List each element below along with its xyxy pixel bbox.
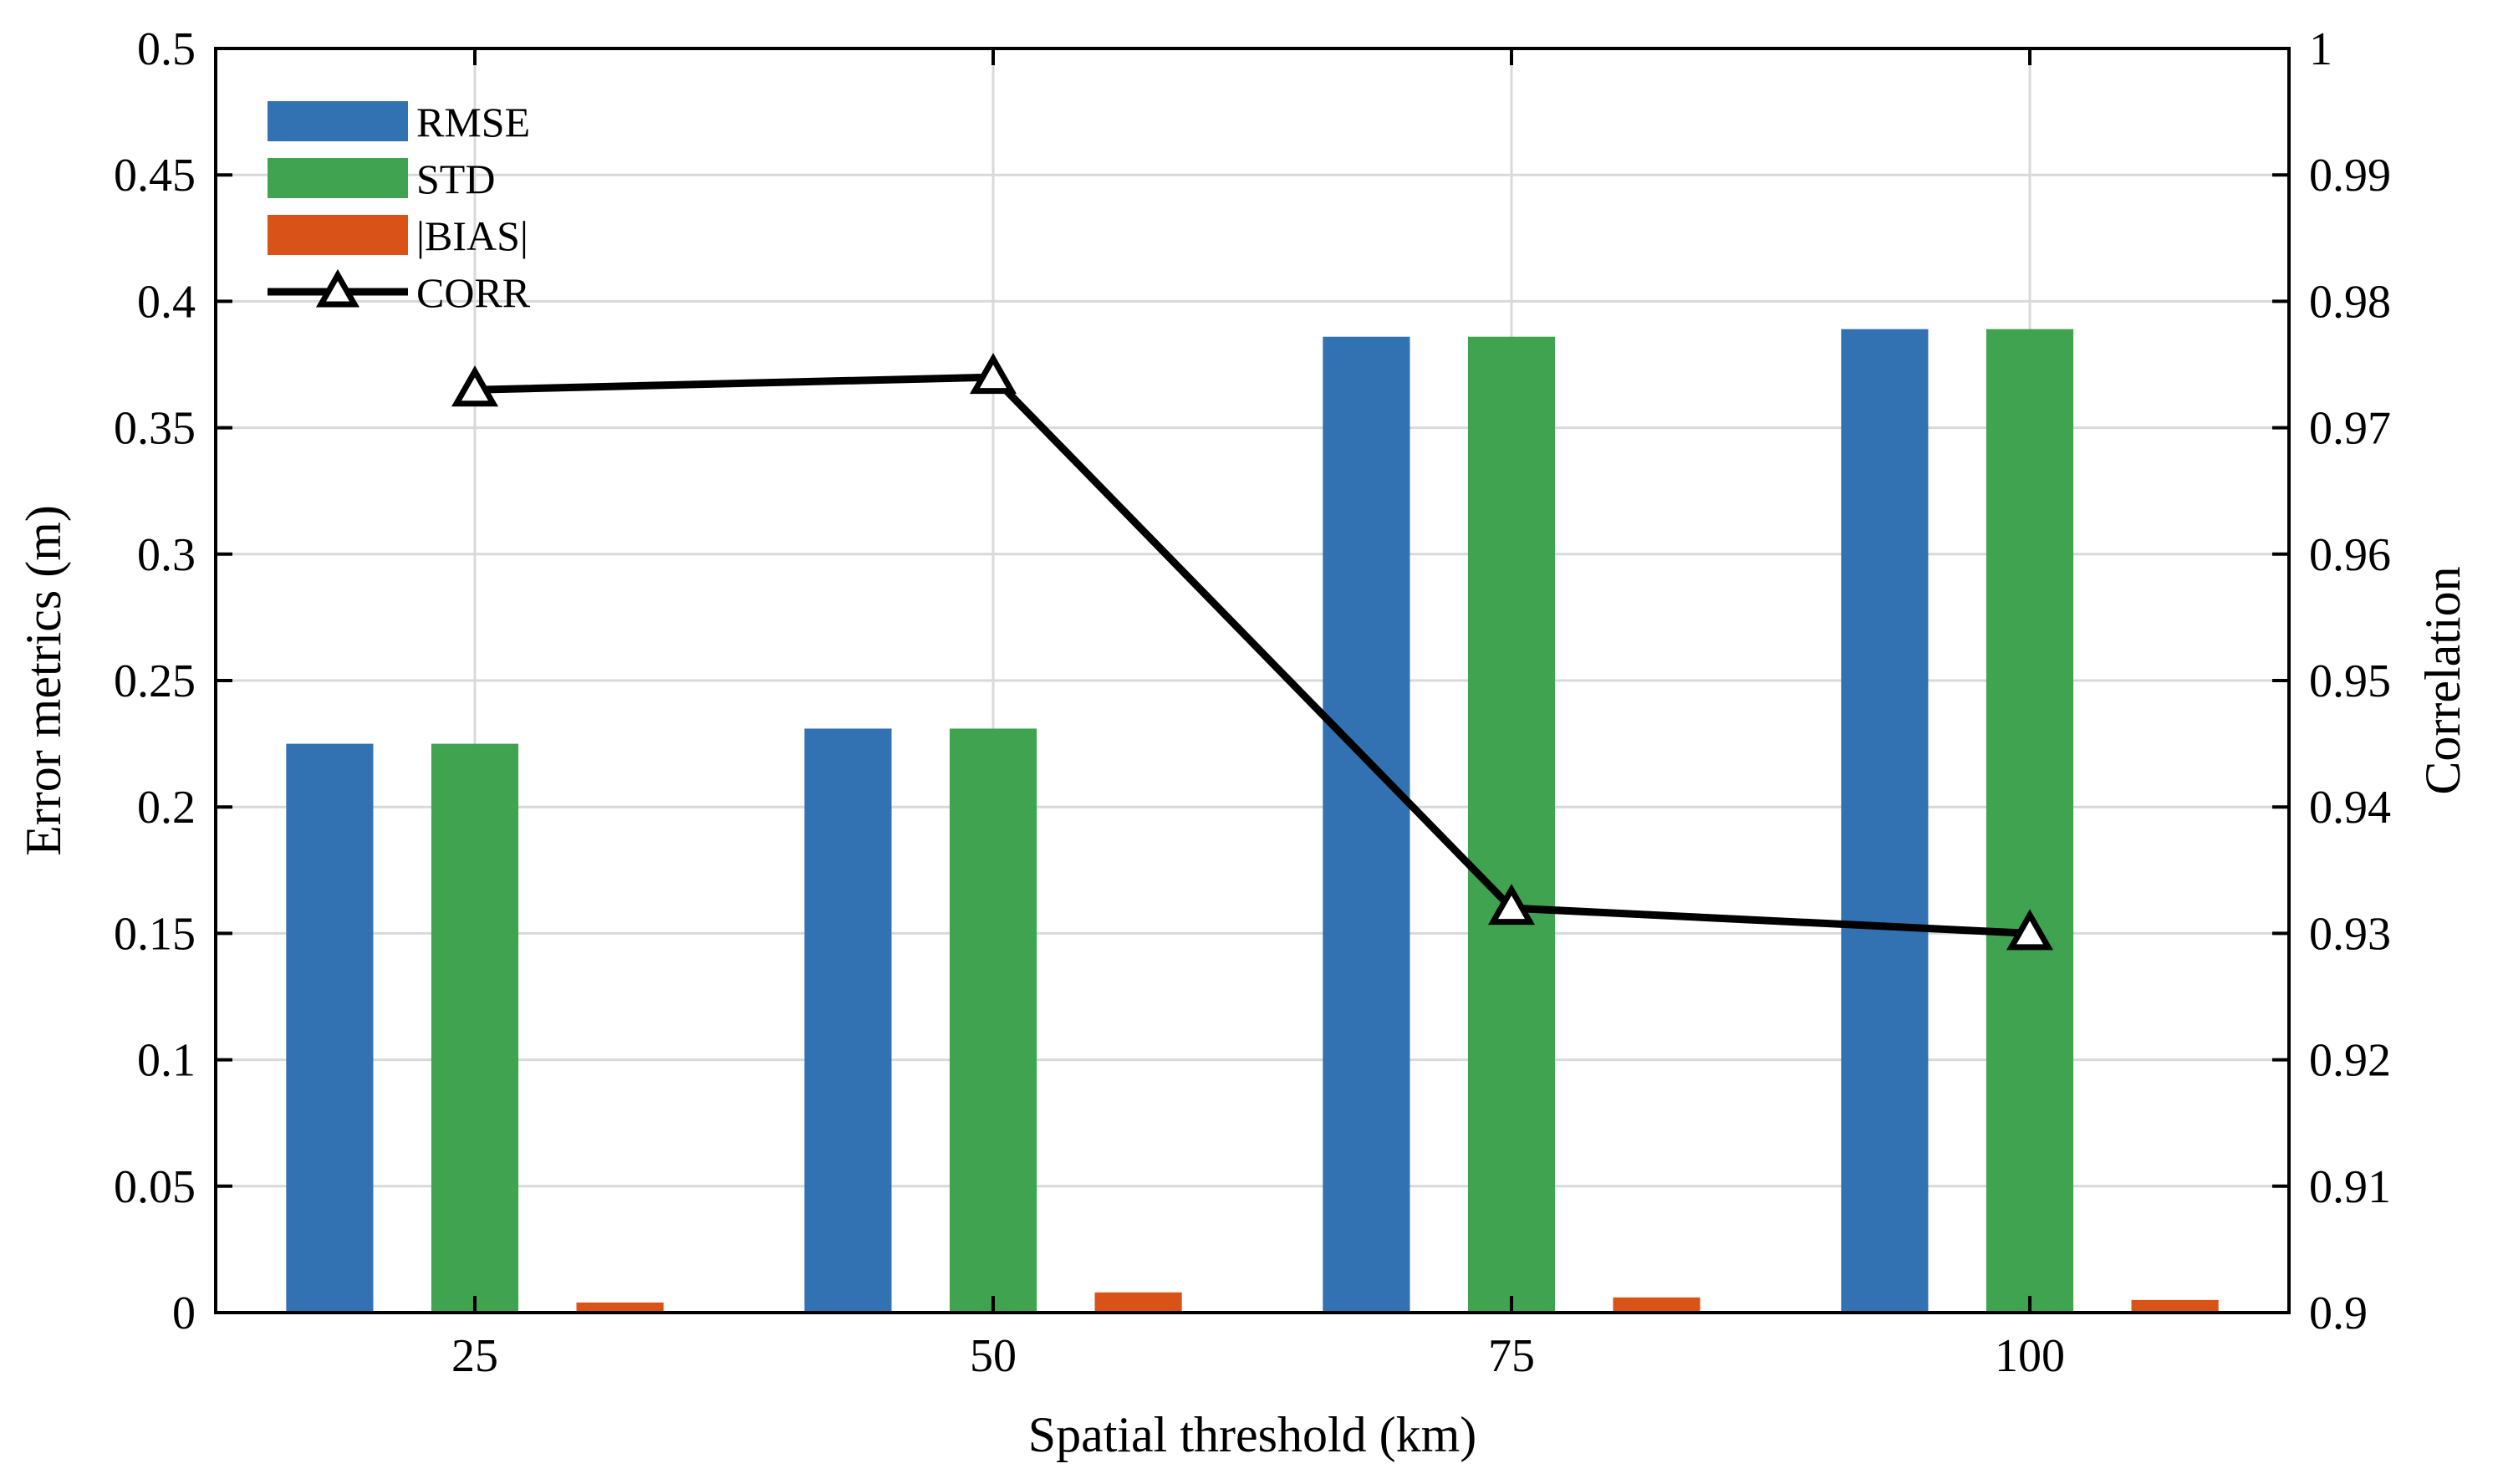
y2-axis-title: Correlation [2415, 566, 2470, 794]
x-tick-label: 50 [970, 1330, 1017, 1382]
y-tick-label: 0.45 [114, 150, 196, 201]
bar-rmse [1323, 336, 1410, 1313]
y-tick-label: 0.1 [137, 1035, 196, 1087]
y2-tick-label: 0.97 [2309, 403, 2391, 455]
legend-item: CORR [268, 268, 531, 316]
y2-tick-label: 1 [2309, 23, 2332, 75]
legend-swatch [268, 158, 408, 198]
corr-marker [969, 353, 1017, 395]
corr-marker [1487, 884, 1536, 926]
legend-item: RMSE [268, 99, 530, 145]
y2-tick-label: 0.92 [2309, 1035, 2391, 1087]
bar-layer [286, 329, 2219, 1313]
bar-std [1467, 336, 1556, 1313]
y-axis-title: Error metrics (m) [16, 505, 71, 856]
corr-line [474, 373, 2031, 937]
tick-layer: 0 0.05 0.1 0.15 0.2 0.25 0.3 0.35 0.4 0.45 0.5 0.9 0… [114, 23, 2391, 1382]
y-tick-label: 0.05 [114, 1161, 196, 1213]
y2-tick-label: 0.94 [2309, 782, 2391, 834]
legend: RMSE STD |BIAS| CORR [268, 99, 531, 316]
bar-std [1986, 329, 2074, 1313]
legend-item: STD [268, 156, 495, 202]
y-tick-label: 0.25 [114, 655, 196, 707]
bar-rmse [804, 728, 892, 1313]
x-tick-label: 25 [451, 1330, 498, 1382]
x-tick-label: 75 [1488, 1330, 1535, 1382]
y-tick-label: 0 [172, 1288, 196, 1339]
y2-tick-label: 0.9 [2309, 1288, 2368, 1339]
legend-label: CORR [416, 269, 531, 316]
legend-swatch [268, 215, 408, 255]
y2-tick-label: 0.95 [2309, 655, 2391, 707]
bar-std [431, 743, 519, 1313]
y-tick-label: 0.15 [114, 908, 196, 960]
x-tick-label: 100 [1995, 1330, 2065, 1382]
corr-marker [2006, 909, 2054, 951]
y-tick-label: 0.5 [137, 23, 196, 75]
x-axis-title: Spatial threshold (km) [1028, 1407, 1477, 1462]
legend-marker [315, 268, 360, 308]
y2-tick-label: 0.98 [2309, 276, 2391, 328]
bar-bias [1613, 1297, 1700, 1313]
y-tick-label: 0.35 [114, 403, 196, 455]
y-tick-label: 0.4 [137, 276, 196, 328]
bar-bias [576, 1302, 664, 1313]
bar-bias [2131, 1299, 2219, 1313]
legend-swatch [268, 101, 408, 141]
y2-tick-label: 0.91 [2309, 1161, 2391, 1213]
y2-tick-label: 0.96 [2309, 529, 2391, 581]
y-tick-label: 0.2 [137, 782, 196, 834]
legend-label: RMSE [416, 99, 530, 145]
corr-marker [451, 365, 499, 407]
legend-label: STD [416, 156, 495, 202]
bar-bias [1094, 1292, 1182, 1313]
y2-tick-label: 0.93 [2309, 908, 2391, 960]
bar-rmse [1841, 329, 1929, 1313]
y2-tick-label: 0.99 [2309, 150, 2391, 201]
line-layer [451, 353, 2054, 951]
bar-std [949, 728, 1037, 1313]
legend-label: |BIAS| [416, 212, 528, 259]
bar-rmse [286, 743, 374, 1313]
legend-item: |BIAS| [268, 212, 528, 259]
y-tick-label: 0.3 [137, 529, 196, 581]
